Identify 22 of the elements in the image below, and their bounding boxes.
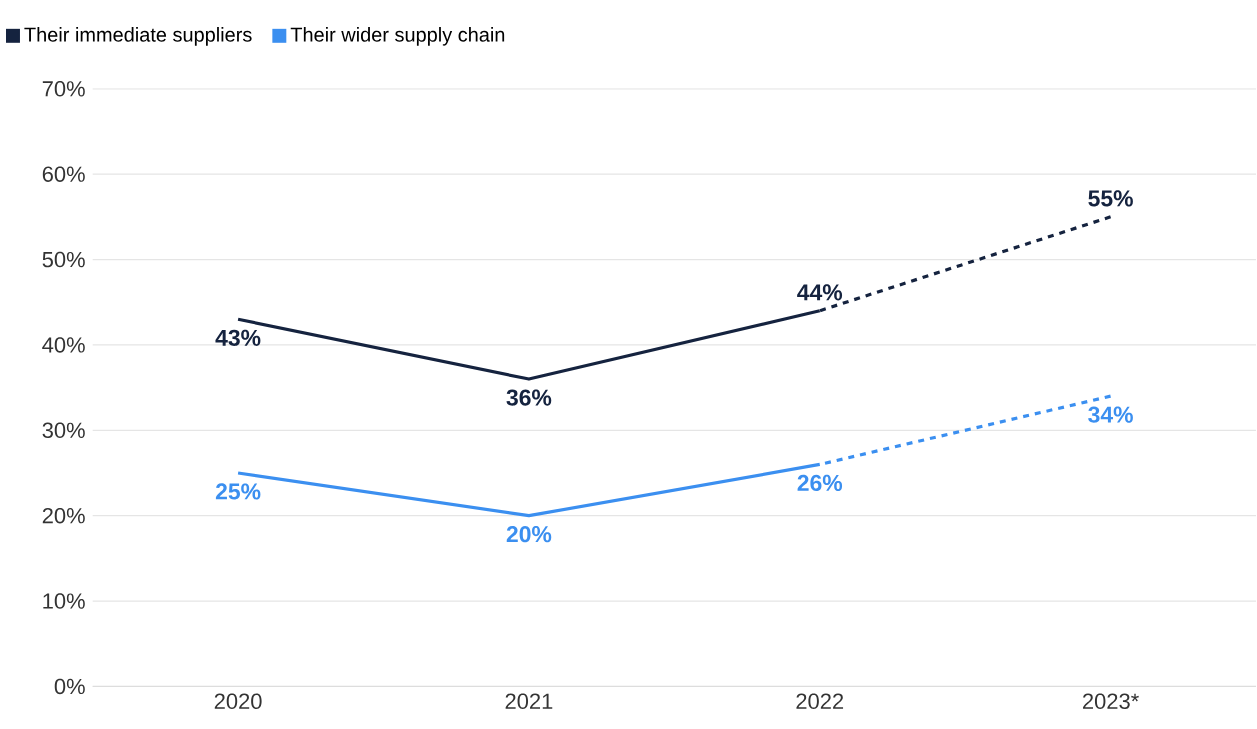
data-label: 43% <box>215 329 261 346</box>
data-label: 34% <box>1088 406 1133 423</box>
data-label: 55% <box>1088 190 1133 207</box>
data-label: 44% <box>797 284 843 301</box>
legend-label: Their immediate suppliers <box>24 26 252 46</box>
data-label: 36% <box>506 389 552 406</box>
data-label: 26% <box>797 474 843 491</box>
data-label: 20% <box>506 525 552 543</box>
x-tick-label: 2021 <box>505 693 553 709</box>
x-tick-label: 2023* <box>1083 693 1139 709</box>
legend-label: Their wider supply chain <box>290 26 505 46</box>
y-tick-label: 10% <box>43 593 85 609</box>
y-tick-label: 0% <box>54 678 85 695</box>
x-tick-label: 2020 <box>214 693 262 709</box>
y-tick-label: 50% <box>42 251 85 268</box>
y-tick-label: 30% <box>42 422 85 438</box>
y-tick-label: 70% <box>42 80 85 97</box>
y-tick-label: 40% <box>42 337 85 353</box>
data-label: 25% <box>215 483 261 500</box>
y-tick-label: 20% <box>42 507 85 524</box>
y-tick-label: 60% <box>42 166 85 182</box>
x-tick-label: 2022 <box>796 693 844 709</box>
